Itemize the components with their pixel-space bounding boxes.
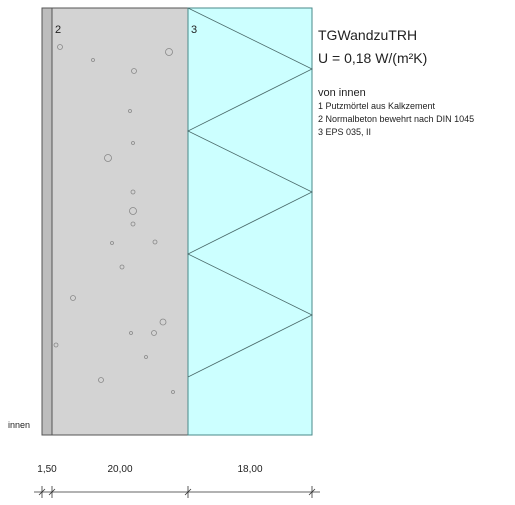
title: TGWandzuTRH [318,27,417,43]
dimension-line [34,486,320,498]
layer-number: 2 [55,24,61,36]
layer-number: 3 [191,24,197,36]
layer-legend: 1 Putzmörtel aus Kalkzement [318,101,436,111]
concrete-layer [51,7,189,436]
aggregate [53,44,175,394]
layer-legend: 2 Normalbeton bewehrt nach DIN 1045 [318,114,474,124]
dimension-label: 18,00 [237,464,262,475]
plaster-layer [41,7,53,436]
insulation-hatch [187,7,313,378]
dimension-label: 1,50 [37,464,57,475]
insulation-layer [187,7,313,436]
layer-legend: 3 EPS 035, II [318,127,371,137]
direction: von innen [318,87,366,99]
side-label: innen [8,420,30,430]
u-value: U = 0,18 W/(m²K) [318,50,427,66]
dimension-label: 20,00 [107,464,132,475]
